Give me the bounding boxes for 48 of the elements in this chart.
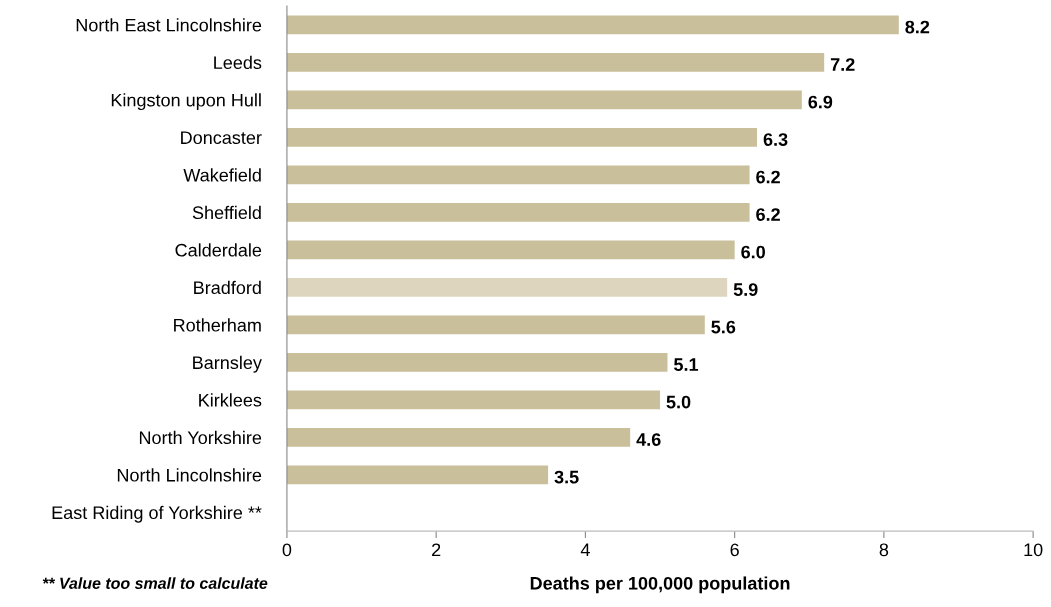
- bar: [286, 390, 661, 410]
- bar: [286, 352, 668, 372]
- bar: [286, 165, 750, 185]
- y-tick-label: North Yorkshire: [139, 430, 262, 445]
- text: ** Value too small to calculate: [42, 577, 268, 589]
- y-tick-label: Leeds: [214, 55, 262, 70]
- bar: [286, 240, 735, 260]
- bar: [286, 427, 631, 447]
- y-tick-label: Kingston upon Hull: [111, 93, 261, 111]
- x-tick-label: 4: [580, 543, 590, 557]
- y-tick-label: Barnsley: [193, 355, 262, 373]
- x-tick-label: 6: [730, 543, 739, 557]
- data-label: 6.0: [741, 245, 765, 259]
- bar: [286, 90, 802, 110]
- y-tick-label: Rotherham: [174, 318, 261, 332]
- y-tick-label: East Riding of Yorkshire **: [52, 505, 262, 523]
- y-tick-label: North East Lincolnshire: [76, 18, 262, 32]
- y-tick-label: Bradford: [194, 280, 261, 295]
- y-tick-label: Wakefield: [183, 168, 261, 182]
- data-label: 5.0: [666, 395, 691, 409]
- x-tick-label: 8: [879, 543, 889, 557]
- data-label: 5.6: [711, 320, 736, 334]
- x-tick-label: 2: [432, 543, 441, 557]
- data-label: 6.9: [808, 95, 833, 109]
- data-label: 3.5: [554, 470, 579, 484]
- y-tick-label: Sheffield: [192, 205, 261, 220]
- data-label: 7.2: [830, 58, 855, 71]
- x-axis-title: Deaths per 100,000 population: [530, 576, 790, 594]
- data-label: 6.2: [756, 208, 780, 221]
- bar: [286, 52, 825, 72]
- data-label: 4.6: [636, 433, 661, 446]
- y-tick-label: Doncaster: [181, 131, 262, 145]
- y-tick-label: Kirklees: [199, 393, 262, 407]
- bar: [286, 202, 750, 222]
- bar: [286, 15, 899, 35]
- bar: [286, 277, 728, 297]
- y-tick-label: Calderdale: [175, 243, 262, 257]
- bar: [286, 127, 758, 147]
- x-tick-label: 10: [1024, 543, 1043, 557]
- x-tick-label: 0: [282, 543, 292, 557]
- data-label: 5.1: [674, 358, 699, 371]
- data-label: 8.2: [905, 20, 930, 34]
- bar: [286, 465, 549, 485]
- y-tick-label: North Lincolnshire: [117, 468, 262, 482]
- data-label: 5.9: [733, 283, 758, 296]
- bar: [286, 315, 705, 335]
- data-label: 6.2: [756, 170, 780, 184]
- data-label: 6.3: [763, 133, 788, 146]
